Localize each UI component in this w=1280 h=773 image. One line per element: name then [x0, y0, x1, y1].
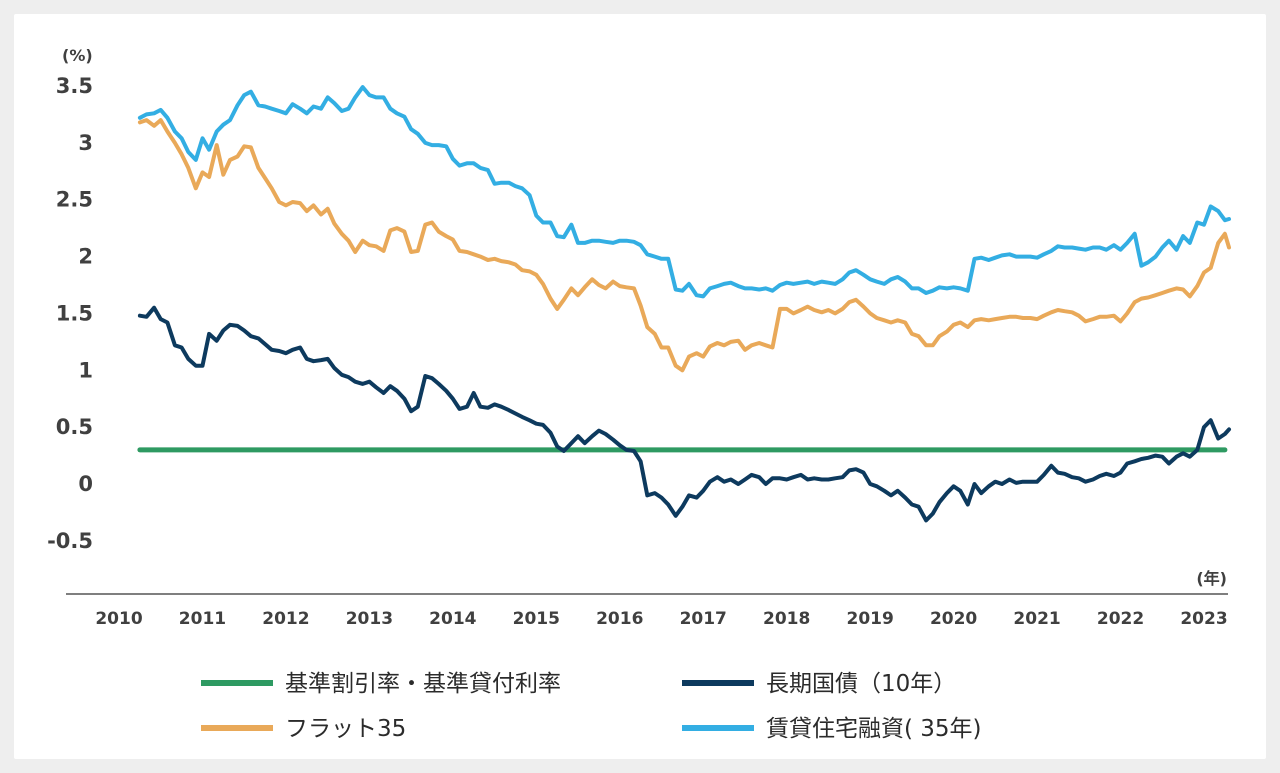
x-axis-unit: (年): [1196, 569, 1227, 588]
y-tick-label: 1: [78, 358, 93, 382]
x-tick-label: 2017: [680, 609, 727, 629]
legend-label-1: 長期国債（10年）: [766, 671, 956, 697]
x-tick-label: 2011: [179, 609, 226, 629]
y-tick-label: -0.5: [47, 529, 93, 553]
y-tick-label: 3: [78, 131, 93, 155]
x-tick-label: 2010: [95, 609, 142, 629]
legend-label-0: 基準割引率・基準貸付利率: [285, 671, 561, 697]
x-tick-label: 2012: [262, 609, 309, 629]
x-tick-label: 2021: [1013, 609, 1060, 629]
y-tick-label: 3.5: [56, 74, 93, 98]
x-tick-label: 2022: [1097, 609, 1144, 629]
x-tick-label: 2020: [930, 609, 977, 629]
y-axis-unit: (%): [62, 46, 93, 65]
y-tick-label: 0: [78, 472, 93, 496]
series-line-2: [137, 118, 1231, 373]
line-chart: 3.5 3 2.5 2 1.5 1 0.5 0 -0.5 2010 2011 2012 2013 201…: [47, 46, 1231, 742]
x-tick-label: 2023: [1180, 609, 1227, 629]
x-tick-label: 2019: [846, 609, 893, 629]
x-tick-label: 2014: [429, 609, 476, 629]
y-tick-label: 1.5: [56, 301, 93, 325]
legend: 基準割引率・基準貸付利率 長期国債（10年） フラット35 賃貸住宅融資( 35年): [201, 671, 982, 742]
x-tick-label: 2016: [596, 609, 643, 629]
legend-label-3: 賃貸住宅融資( 35年): [766, 716, 982, 742]
x-tick-label: 2018: [763, 609, 810, 629]
y-tick-label: 2.5: [56, 188, 93, 212]
y-tick-label: 2: [78, 245, 93, 269]
series-line-1: [137, 305, 1231, 523]
x-tick-label: 2013: [346, 609, 393, 629]
chart-panel: 3.5 3 2.5 2 1.5 1 0.5 0 -0.5 2010 2011 2012 2013 201…: [14, 14, 1266, 759]
y-tick-label: 0.5: [56, 415, 93, 439]
legend-label-2: フラット35: [285, 716, 406, 742]
series-line-3: [137, 85, 1231, 299]
x-tick-label: 2015: [513, 609, 560, 629]
